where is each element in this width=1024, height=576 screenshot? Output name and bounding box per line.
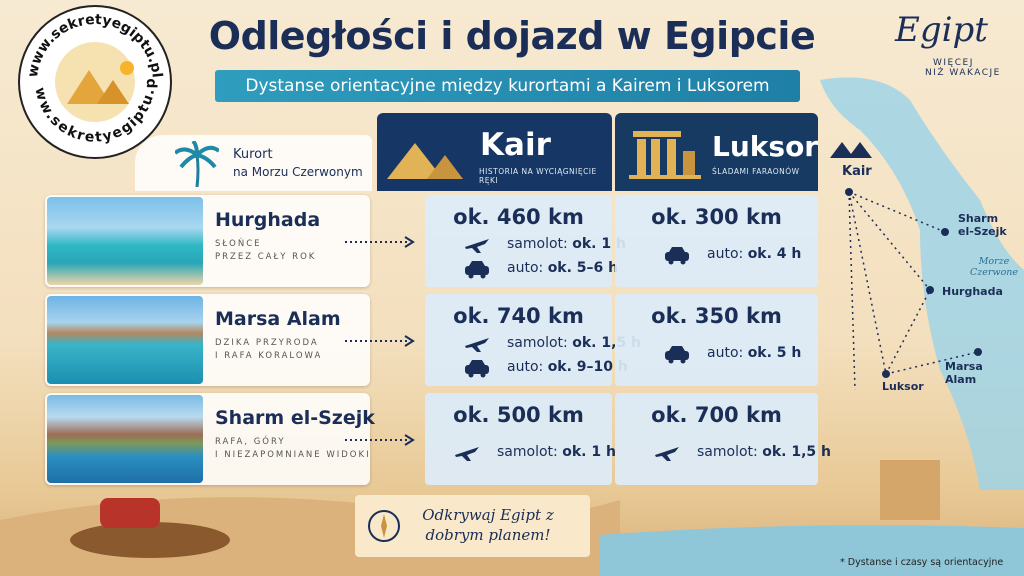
- resort-header-text: Kurort: [233, 147, 273, 162]
- logo: www.sekretyegiptu.pl www.sekretyegiptu.p…: [15, 2, 172, 159]
- city-label: Marsa Alam: [945, 360, 983, 386]
- distance: ok. 300 km: [651, 205, 782, 229]
- travel: samolot: ok. 1,5 h: [697, 444, 831, 460]
- distance: ok. 460 km: [453, 205, 584, 229]
- travel-mode: samolot:: [497, 444, 558, 460]
- plane-icon: [455, 447, 479, 461]
- travel: auto: ok. 5–6 h: [507, 260, 618, 276]
- distance: ok. 350 km: [651, 304, 782, 328]
- map-pyramid: [848, 142, 872, 158]
- distance: ok. 700 km: [651, 403, 782, 427]
- plane-icon: [465, 239, 489, 253]
- luksor-tagline: ŚLADAMI FARAONÓW: [712, 167, 800, 176]
- resort-name: Sharm el-Szejk: [215, 407, 375, 429]
- resort-description: RAFA, GÓRY: [215, 437, 286, 447]
- resort-card: Sharm el-Szejk RAFA, GÓRY I NIEZAPOMNIANE …: [45, 393, 375, 485]
- kair-tagline: HISTORIA NA WYCIĄGNIĘCIE RĘKI: [479, 167, 597, 185]
- city-label: Sharm el-Szejk: [958, 212, 1007, 238]
- travel-time: ok. 5–6 h: [547, 260, 619, 276]
- travel: auto: ok. 4 h: [707, 246, 801, 262]
- arrow: [345, 236, 415, 248]
- travel-time: ok. 5 h: [747, 345, 802, 361]
- resort-card: Marsa Alam DZIKA PRZYRODA I RAFA KORALOWA: [45, 294, 370, 386]
- pyramid-icon: [387, 143, 463, 179]
- luksor-cell: ok. 700 km samolot: ok. 1,5 h: [615, 393, 831, 485]
- logo-pyramid: [67, 70, 111, 104]
- brand-tagline-line: WIĘCEJ: [933, 58, 974, 68]
- slogan-box: Odkrywaj Egipt z dobrym planem!: [355, 495, 590, 557]
- plane-icon: [465, 338, 489, 352]
- resort-header: Kurort na Morzu Czerwonym: [135, 135, 372, 191]
- resort-name: Marsa Alam: [215, 308, 341, 330]
- footnote: * Dystanse i czasy są orientacyjne: [840, 557, 1004, 568]
- brand-tagline-line: NIŻ WAKACJE: [925, 68, 1001, 78]
- city-dots: [845, 188, 982, 378]
- logo-sun: [120, 61, 134, 75]
- resort-description: I RAFA KORALOWA: [215, 351, 323, 361]
- logo-pyramid: [97, 80, 129, 104]
- travel-mode: auto:: [507, 260, 544, 276]
- subtitle: Dystanse orientacyjne między kurortami a…: [215, 70, 800, 102]
- travel: auto: ok. 9–10 h: [507, 359, 628, 375]
- resort-description: I NIEZAPOMNIANE WIDOKI: [215, 450, 371, 460]
- car-icon: [665, 346, 689, 364]
- car-icon: [665, 247, 689, 265]
- travel-mode: auto:: [707, 246, 744, 262]
- city-label: Luksor: [882, 380, 924, 393]
- kair-cell: ok. 500 km samolot: ok. 1 h: [425, 393, 616, 485]
- map-pyramid: [830, 142, 854, 158]
- travel-time: ok. 4 h: [747, 246, 802, 262]
- travel-time: ok. 1 h: [562, 444, 616, 460]
- kair-cell: ok. 460 km samolot: ok. 1 h auto: ok. 5–6 …: [425, 195, 626, 287]
- arrow: [345, 434, 415, 446]
- palm-icon: [175, 141, 219, 187]
- travel-time: ok. 1,5 h: [762, 444, 831, 460]
- travel-mode: auto:: [707, 345, 744, 361]
- luksor-cell: ok. 300 km auto: ok. 4 h: [615, 195, 818, 287]
- city-label: Kair: [842, 164, 872, 179]
- brand-name: Egipt: [895, 10, 988, 50]
- routes: [848, 191, 979, 391]
- resort-description: PRZEZ CAŁY ROK: [215, 252, 317, 262]
- temple-icon: [629, 131, 701, 179]
- resort-card: Hurghada SŁOŃCE PRZEZ CAŁY ROK: [45, 195, 370, 287]
- car-icon: [465, 261, 489, 279]
- travel-mode: samolot:: [507, 335, 568, 351]
- luksor-cell: ok. 350 km auto: ok. 5 h: [615, 294, 818, 386]
- luksor-header: Luksor ŚLADAMI FARAONÓW: [615, 113, 818, 191]
- car-icon: [465, 360, 489, 378]
- resort-photo: [47, 197, 203, 285]
- resort-name: Hurghada: [215, 209, 321, 231]
- travel-mode: auto:: [507, 359, 544, 375]
- compass-icon: [368, 510, 400, 542]
- kair-name: Kair: [480, 127, 551, 163]
- distance: ok. 740 km: [453, 304, 584, 328]
- distance: ok. 500 km: [453, 403, 584, 427]
- travel: auto: ok. 5 h: [707, 345, 801, 361]
- brand-tagline: WIĘCEJ NIŻ WAKACJE: [925, 58, 1015, 78]
- city-label: Hurghada: [942, 285, 1003, 298]
- kair-header: Kair HISTORIA NA WYCIĄGNIĘCIE RĘKI: [377, 113, 612, 191]
- plane-icon: [655, 447, 679, 461]
- resort-description: SŁOŃCE: [215, 239, 262, 249]
- travel-mode: samolot:: [697, 444, 758, 460]
- travel-mode: samolot:: [507, 236, 568, 252]
- sea-label: Morze Czerwone: [970, 256, 1019, 278]
- luksor-name: Luksor: [712, 130, 819, 163]
- kair-cell: ok. 740 km samolot: ok. 1,5 h auto: ok. 9–…: [425, 294, 641, 386]
- arrow: [345, 335, 415, 347]
- travel: samolot: ok. 1 h: [507, 236, 626, 252]
- title: Odległości i dojazd w Egipcie: [208, 14, 816, 58]
- slogan: Odkrywaj Egipt z dobrym planem!: [422, 506, 554, 544]
- resort-photo: [47, 395, 203, 483]
- resort-header-text: na Morzu Czerwonym: [233, 165, 363, 179]
- resort-photo: [47, 296, 203, 384]
- travel-time: ok. 1 h: [572, 236, 626, 252]
- map: [820, 77, 1024, 490]
- travel-time: ok. 9–10 h: [547, 359, 628, 375]
- resort-description: DZIKA PRZYRODA: [215, 338, 319, 348]
- sea: [820, 77, 1024, 490]
- travel: samolot: ok. 1 h: [497, 444, 616, 460]
